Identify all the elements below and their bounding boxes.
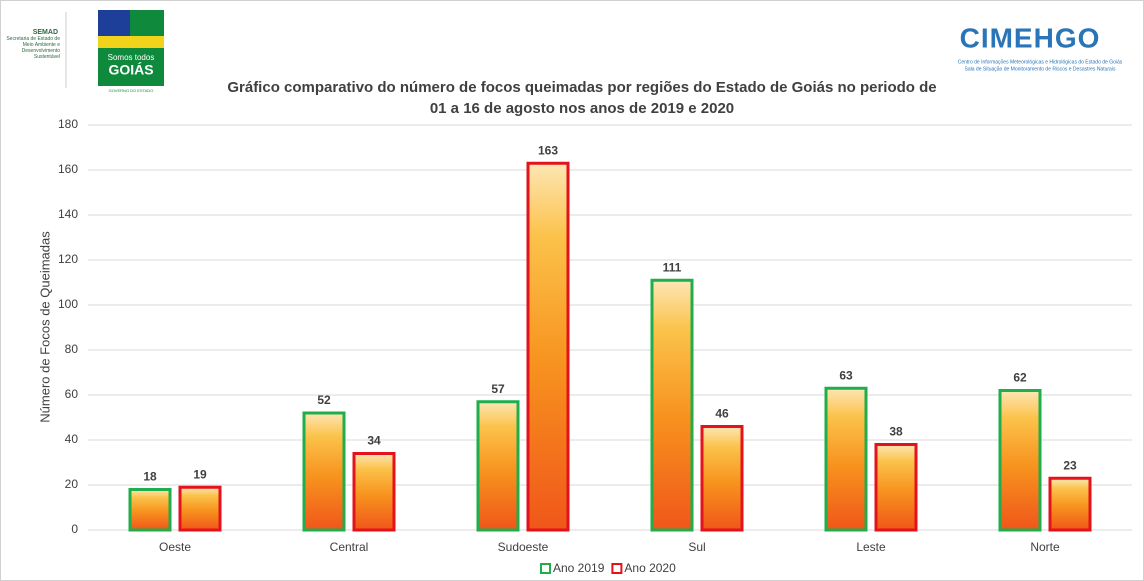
x-tick-label: Norte — [1030, 540, 1060, 554]
goias-stripe — [98, 36, 164, 48]
value-label: 52 — [317, 393, 331, 407]
value-label: 34 — [367, 434, 381, 448]
legend-label: Ano 2020 — [624, 561, 676, 575]
cimehgo-sub: Sala de Situação de Monitoramento de Ris… — [965, 66, 1116, 72]
x-tick-label: Central — [330, 540, 369, 554]
chart-title: Gráfico comparativo do número de focos q… — [222, 77, 942, 119]
cimehgo-sub: Centro de Informações Meteorológicas e H… — [958, 59, 1123, 65]
bar — [304, 413, 344, 530]
semad-logo: SEMAD — [33, 29, 58, 36]
x-tick-label: Oeste — [159, 540, 191, 554]
value-label: 19 — [193, 467, 207, 481]
y-tick-label: 160 — [58, 162, 78, 176]
bar — [180, 487, 220, 530]
page: SEMAD Secretaria de Estado de Meio Ambie… — [0, 0, 1144, 581]
value-label: 38 — [889, 425, 903, 439]
y-tick-label: 60 — [65, 387, 79, 401]
y-tick-label: 0 — [71, 522, 78, 536]
legend-swatch — [612, 564, 621, 573]
y-tick-label: 80 — [65, 342, 79, 356]
bar — [528, 163, 568, 530]
goias-gov: GOVERNO DO ESTADO — [109, 88, 154, 93]
bar — [1000, 391, 1040, 531]
value-label: 62 — [1013, 371, 1027, 385]
y-tick-label: 180 — [58, 117, 78, 131]
semad-sub-text: Secretaria de Estado de Meio Ambiente e … — [2, 36, 60, 60]
bar — [1050, 478, 1090, 530]
value-label: 111 — [663, 260, 682, 274]
x-tick-label: Sudoeste — [498, 540, 549, 554]
goias-flag — [98, 10, 130, 36]
y-tick-label: 120 — [58, 252, 78, 266]
legend-label: Ano 2019 — [553, 561, 605, 575]
bar — [354, 454, 394, 531]
y-axis-label: Número de Focos de Queimadas — [37, 231, 52, 423]
x-tick-label: Sul — [688, 540, 705, 554]
bar — [702, 427, 742, 531]
x-tick-label: Leste — [856, 540, 886, 554]
goias-name: GOIÁS — [108, 62, 153, 78]
semad-sub: Secretaria de Estado de Meio Ambiente e … — [2, 36, 60, 86]
bar — [876, 445, 916, 531]
legend-swatch — [541, 564, 550, 573]
value-label: 46 — [715, 407, 729, 421]
cimehgo-logo: CIMEHGO — [960, 22, 1101, 53]
value-label: 23 — [1063, 458, 1077, 472]
value-label: 18 — [143, 470, 157, 484]
bar — [826, 388, 866, 530]
value-label: 163 — [538, 143, 558, 157]
y-tick-label: 20 — [65, 477, 79, 491]
bar — [130, 490, 170, 531]
y-tick-label: 100 — [58, 297, 78, 311]
bar — [652, 280, 692, 530]
y-tick-label: 140 — [58, 207, 78, 221]
value-label: 57 — [491, 382, 505, 396]
y-tick-label: 40 — [65, 432, 79, 446]
value-label: 63 — [839, 368, 853, 382]
bar — [478, 402, 518, 530]
